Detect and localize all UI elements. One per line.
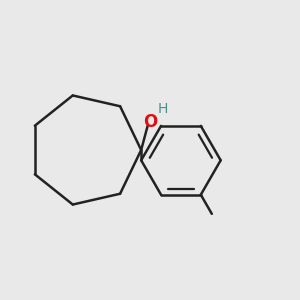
Text: O: O xyxy=(143,113,158,131)
Text: H: H xyxy=(158,102,168,116)
